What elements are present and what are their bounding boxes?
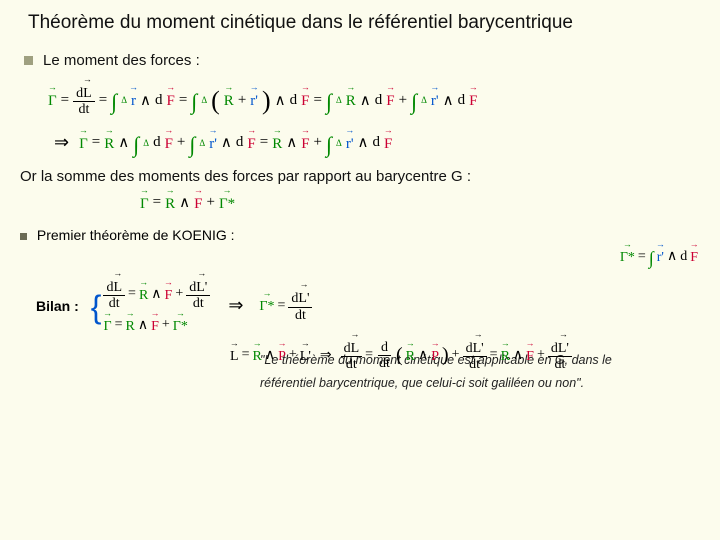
square-bullet-icon xyxy=(20,233,27,240)
bilan-row: Bilan : { dLdt = R∧F + dL'dt Γ= R∧F +Γ* … xyxy=(20,277,700,335)
bullet-text-1: Le moment des forces : xyxy=(43,52,200,69)
quote-line-2: référentiel barycentrique, que celui-ci … xyxy=(260,372,700,396)
bullet-line-1: Le moment des forces : xyxy=(24,52,700,69)
text-or-line: Or la somme des moments des forces par r… xyxy=(20,168,700,185)
equation-gamma-star: Γ* = ∫ r'∧dF xyxy=(620,246,698,267)
equation-koenig: L= R∧P +L' ⇒ dLdt = ddt (R∧P) + dL'dt = … xyxy=(230,338,572,373)
equation-row-1: Γ = dLdt = ∫Δ r∧dF = ∫Δ ( R+r' ) ∧dF = ∫… xyxy=(48,83,700,118)
koenig-line: Premier théorème de KOENIG : xyxy=(20,227,700,243)
equation-row-3: Γ = R∧F + Γ* xyxy=(140,193,700,213)
koenig-label: Premier théorème de KOENIG : xyxy=(37,227,235,243)
square-bullet-icon xyxy=(24,56,33,65)
equation-row-2: ⇒ Γ = R∧ ∫Δ dF + ∫Δ r'∧dF = R∧F + ∫Δ r'∧… xyxy=(48,130,700,156)
slide-title: Théorème du moment cinétique dans le réf… xyxy=(28,12,700,34)
bilan-label: Bilan : xyxy=(36,298,79,314)
